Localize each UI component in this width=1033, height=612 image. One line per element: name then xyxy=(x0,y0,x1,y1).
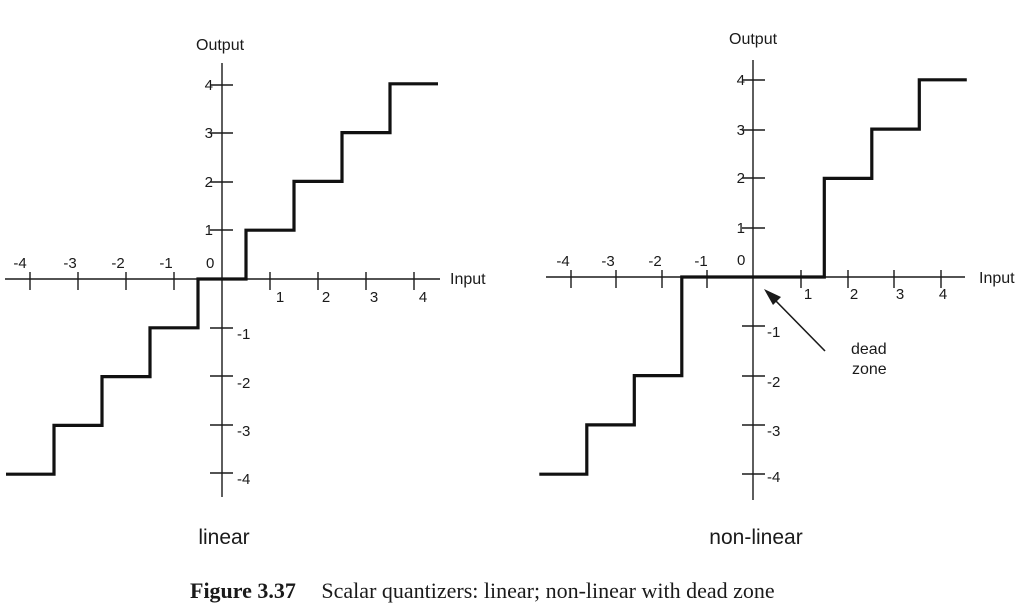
linear-y-tick-label: 4 xyxy=(205,77,213,94)
linear-step-function xyxy=(6,82,438,476)
non-linear-x-tick-label: -2 xyxy=(648,253,661,270)
non-linear-x-tick-label: 2 xyxy=(850,286,858,303)
linear-panel-title: linear xyxy=(198,526,249,549)
linear-y-tick-label: -1 xyxy=(237,326,250,343)
non-linear-y-tick-label: 3 xyxy=(737,122,745,139)
non-linear-x-axis-label: Input xyxy=(979,270,1015,287)
linear-y-axis-label: Output xyxy=(196,37,245,54)
figure-caption: Figure 3.37 Scalar quantizers: linear; n… xyxy=(190,578,775,603)
linear-x-tick-label: 3 xyxy=(370,289,378,306)
linear-origin-label: 0 xyxy=(206,255,214,272)
linear-y-tick-label: -4 xyxy=(237,471,250,488)
non-linear-y-tick-label: -4 xyxy=(767,469,780,486)
linear-y-tick-label: -3 xyxy=(237,423,250,440)
figure-caption-label: Figure 3.37 xyxy=(190,578,296,603)
non-linear-y-axis-label: Output xyxy=(729,31,778,48)
non-linear-x-tick-label: 4 xyxy=(939,286,947,303)
linear-y-tick-label: -2 xyxy=(237,375,250,392)
non-linear-x-tick-label: -3 xyxy=(601,253,614,270)
non-linear-y-ticks xyxy=(742,79,765,475)
linear-y-tick-label: 1 xyxy=(205,222,213,239)
linear-x-tick-label: 4 xyxy=(419,289,427,306)
non-linear-quantizer-panel: Output Input 0 -4 -3 -2 -1 1 2 3 4 4 3 2… xyxy=(539,31,1015,549)
non-linear-y-tick-label: 4 xyxy=(737,72,745,89)
non-linear-origin-label: 0 xyxy=(737,252,745,269)
linear-x-axis-label: Input xyxy=(450,271,486,288)
non-linear-x-tick-label: -1 xyxy=(694,253,707,270)
non-linear-step-function xyxy=(539,78,967,476)
non-linear-x-ticks xyxy=(570,270,942,288)
linear-quantizer-panel: Output Input 0 -4 -3 -2 -1 1 2 3 4 4 3 2… xyxy=(5,37,486,549)
linear-x-tick-label: -3 xyxy=(63,255,76,272)
linear-y-ticks xyxy=(210,84,233,474)
linear-y-tick-label: 2 xyxy=(205,174,213,191)
linear-x-tick-label: -1 xyxy=(159,255,172,272)
linear-x-tick-label: -4 xyxy=(13,255,26,272)
dead-zone-arrow xyxy=(772,297,826,352)
dead-zone-arrowhead xyxy=(764,289,781,305)
figure-caption-text: Scalar quantizers: linear; non-linear wi… xyxy=(321,578,774,603)
linear-x-ticks xyxy=(29,272,415,290)
linear-y-tick-label: 3 xyxy=(205,125,213,142)
non-linear-y-tick-label: -3 xyxy=(767,423,780,440)
non-linear-y-tick-label: 2 xyxy=(737,170,745,187)
non-linear-y-tick-label: -2 xyxy=(767,374,780,391)
dead-zone-label-line2: zone xyxy=(852,361,887,378)
linear-x-tick-label: -2 xyxy=(111,255,124,272)
non-linear-x-tick-label: 1 xyxy=(804,286,812,303)
non-linear-x-tick-label: -4 xyxy=(556,253,569,270)
linear-x-tick-label: 2 xyxy=(322,289,330,306)
linear-x-tick-label: 1 xyxy=(276,289,284,306)
dead-zone-label-line1: dead xyxy=(851,341,887,358)
non-linear-x-tick-label: 3 xyxy=(896,286,904,303)
non-linear-y-tick-label: -1 xyxy=(767,324,780,341)
dead-zone-annotation: dead zone xyxy=(764,289,887,378)
non-linear-panel-title: non-linear xyxy=(709,526,802,549)
non-linear-y-tick-label: 1 xyxy=(737,220,745,237)
